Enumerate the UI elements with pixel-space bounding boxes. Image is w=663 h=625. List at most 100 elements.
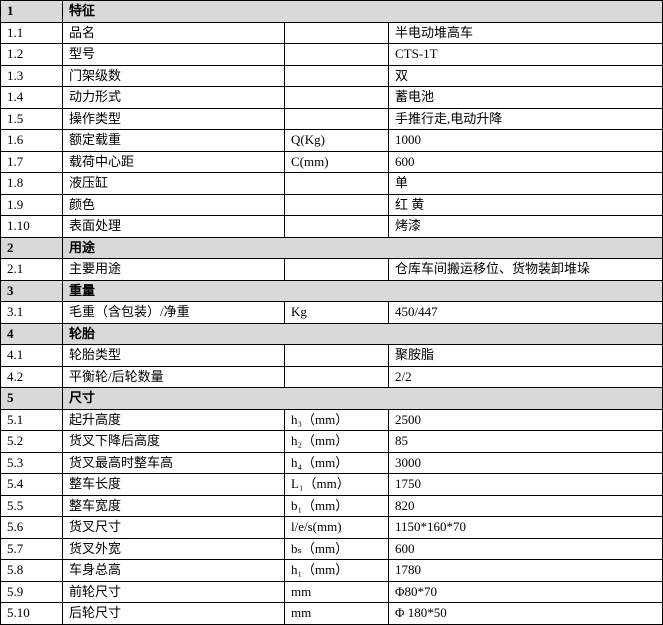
item-number: 1.8 — [0, 172, 63, 195]
item-number: 3.1 — [0, 301, 63, 324]
item-unit — [284, 344, 389, 367]
item-name: 操作类型 — [62, 107, 285, 130]
item-unit — [284, 21, 389, 44]
item-unit: h₁（mm） — [284, 559, 389, 582]
item-unit: C(mm) — [284, 150, 389, 173]
item-name: 后轮尺寸 — [62, 602, 285, 625]
item-unit — [284, 64, 389, 87]
item-value: 仓库车间搬运移位、货物装卸堆垛 — [387, 258, 663, 281]
section-number: 2 — [0, 236, 63, 259]
spec-row: 1.5 操作类型 手推行走,电动升降 — [0, 107, 663, 130]
item-number: 1.1 — [0, 21, 63, 44]
section-title: 特征 — [61, 0, 663, 23]
item-value: 1780 — [387, 559, 663, 582]
item-name: 载荷中心距 — [62, 150, 285, 173]
item-number: 1.5 — [0, 107, 63, 130]
item-unit — [284, 43, 389, 66]
spec-row: 5.9 前轮尺寸 mm Φ80*70 — [0, 580, 663, 603]
spec-row: 1.3 门架级数 双 — [0, 64, 663, 87]
item-name: 货叉下降后高度 — [62, 430, 285, 453]
item-value: 半电动堆高车 — [387, 21, 663, 44]
spec-row: 1.1 品名 半电动堆高车 — [0, 21, 663, 44]
item-unit: bₛ（mm） — [284, 537, 389, 560]
item-number: 5.1 — [0, 408, 63, 431]
spec-row: 1.10 表面处理 烤漆 — [0, 215, 663, 238]
item-unit: h₃（mm） — [284, 408, 389, 431]
item-number: 5.8 — [0, 559, 63, 582]
item-unit: mm — [284, 580, 389, 603]
item-value: 烤漆 — [387, 215, 663, 238]
section-number: 1 — [0, 0, 63, 23]
item-name: 车身总高 — [62, 559, 285, 582]
item-unit — [284, 365, 389, 388]
spec-row: 5.7 货叉外宽 bₛ（mm） 600 — [0, 537, 663, 560]
item-name: 整车宽度 — [62, 494, 285, 517]
item-number: 2.1 — [0, 258, 63, 281]
item-name: 动力形式 — [62, 86, 285, 109]
item-number: 5.3 — [0, 451, 63, 474]
item-name: 轮胎类型 — [62, 344, 285, 367]
item-value: Φ 180*50 — [387, 602, 663, 625]
item-name: 平衡轮/后轮数量 — [62, 365, 285, 388]
item-value: 600 — [387, 537, 663, 560]
item-number: 1.2 — [0, 43, 63, 66]
item-value: 红 黄 — [387, 193, 663, 216]
item-unit: h₂（mm） — [284, 430, 389, 453]
spec-row: 1.8 液压缸 单 — [0, 172, 663, 195]
spec-row: 1.2 型号 CTS-1T — [0, 43, 663, 66]
spec-row: 5.2 货叉下降后高度 h₂（mm） 85 — [0, 430, 663, 453]
item-value: Φ80*70 — [387, 580, 663, 603]
spec-row: 5.8 车身总高 h₁（mm） 1780 — [0, 559, 663, 582]
spec-row: 4.1 轮胎类型 聚胺脂 — [0, 344, 663, 367]
item-name: 额定载重 — [62, 129, 285, 152]
item-name: 门架级数 — [62, 64, 285, 87]
item-name: 货叉外宽 — [62, 537, 285, 560]
item-unit: b₁（mm） — [284, 494, 389, 517]
item-value: 2500 — [387, 408, 663, 431]
item-unit: L₁（mm） — [284, 473, 389, 496]
item-value: 双 — [387, 64, 663, 87]
item-name: 主要用途 — [62, 258, 285, 281]
item-value: 蓄电池 — [387, 86, 663, 109]
spec-row: 5.5 整车宽度 b₁（mm） 820 — [0, 494, 663, 517]
section-title: 重量 — [61, 279, 663, 302]
item-value: 1000 — [387, 129, 663, 152]
item-name: 整车长度 — [62, 473, 285, 496]
item-number: 5.4 — [0, 473, 63, 496]
item-unit: h₄（mm） — [284, 451, 389, 474]
item-name: 型号 — [62, 43, 285, 66]
spec-row: 2.1 主要用途 仓库车间搬运移位、货物装卸堆垛 — [0, 258, 663, 281]
item-unit — [284, 107, 389, 130]
section-title: 用途 — [61, 236, 663, 259]
spec-row: 3.1 毛重（含包装）/净重 Kg 450/447 — [0, 301, 663, 324]
spec-row: 5.4 整车长度 L₁（mm） 1750 — [0, 473, 663, 496]
item-number: 5.10 — [0, 602, 63, 625]
spec-row: 1.9 颜色 红 黄 — [0, 193, 663, 216]
spec-row: 1.4 动力形式 蓄电池 — [0, 86, 663, 109]
section-row: 1 特征 — [0, 0, 663, 23]
item-name: 起升高度 — [62, 408, 285, 431]
item-unit — [284, 193, 389, 216]
item-value: 1750 — [387, 473, 663, 496]
item-name: 表面处理 — [62, 215, 285, 238]
spec-row: 1.7 载荷中心距 C(mm) 600 — [0, 150, 663, 173]
item-value: 2/2 — [387, 365, 663, 388]
item-number: 5.9 — [0, 580, 63, 603]
item-number: 1.3 — [0, 64, 63, 87]
item-value: 85 — [387, 430, 663, 453]
section-number: 4 — [0, 322, 63, 345]
spec-row: 4.2 平衡轮/后轮数量 2/2 — [0, 365, 663, 388]
spec-row: 5.3 货叉最高时整车高 h₄（mm） 3000 — [0, 451, 663, 474]
item-name: 货叉尺寸 — [62, 516, 285, 539]
item-unit: l/e/s(mm) — [284, 516, 389, 539]
spec-row: 5.1 起升高度 h₃（mm） 2500 — [0, 408, 663, 431]
spec-row: 1.6 额定载重 Q(Kg) 1000 — [0, 129, 663, 152]
item-name: 颜色 — [62, 193, 285, 216]
item-value: 单 — [387, 172, 663, 195]
item-number: 1.4 — [0, 86, 63, 109]
item-unit: mm — [284, 602, 389, 625]
item-value: CTS-1T — [387, 43, 663, 66]
item-number: 5.2 — [0, 430, 63, 453]
item-value: 手推行走,电动升降 — [387, 107, 663, 130]
